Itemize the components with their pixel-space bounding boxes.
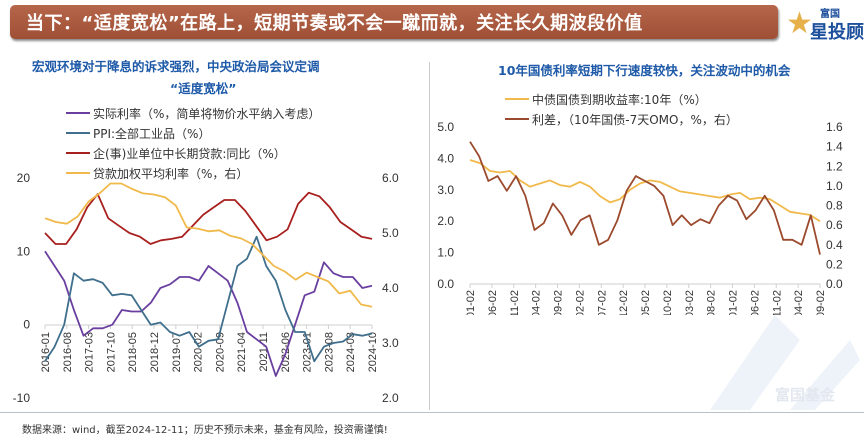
legend-label: 实际利率（%，简单将物价水平纳入考虑） — [93, 106, 321, 121]
legend-label: 中债国债到期收益率:10年（%） — [532, 92, 707, 107]
watermark-logo: 富国基金 — [710, 315, 860, 410]
panel-divider — [429, 62, 430, 410]
legend-label: 利差，（10年国债-7天OMO，%，右） — [532, 112, 738, 127]
legend-swatch — [66, 172, 90, 174]
y-right-tick-label: 0.4 — [826, 238, 843, 252]
y-left-tick-label: 2.0 — [437, 214, 454, 228]
y-left-tick-label: 20 — [17, 171, 31, 185]
series-line-0 — [44, 250, 373, 377]
x-tick-label: 2017-10 — [105, 332, 117, 372]
x-tick-label: 2019-04-02 — [531, 290, 543, 315]
x-tick-label: 2023-01 — [302, 332, 314, 372]
x-tick-label: 2020-02-02 — [574, 290, 586, 315]
left-chart-title: 宏观环境对于降息的诉求强烈，中央政治局会议定调 — [32, 59, 320, 74]
right-legend: 中债国债到期收益率:10年（%） 利差，（10年国债-7天OMO，%，右） — [505, 89, 738, 129]
footnote: 数据来源：wind，截至2024-12-11；历史不预示未来，基金有风险，投资需… — [22, 425, 388, 436]
title-banner: 当下：“适度宽松”在路上，短期节奏或不会一蹴而就，关注长久期波段价值 — [10, 5, 778, 39]
legend-item: 利差，（10年国债-7天OMO，%，右） — [505, 109, 738, 129]
x-tick-label: 2022-08-02 — [706, 290, 718, 315]
y-right-tick-label: 1.0 — [826, 179, 843, 193]
legend-item: 实际利率（%，简单将物价水平纳入考虑） — [66, 103, 320, 123]
legend-swatch — [505, 118, 529, 120]
series-line-3 — [44, 182, 373, 308]
x-tick-label: 2024-03 — [345, 332, 357, 372]
y-right-tick-label: 0.6 — [826, 218, 843, 232]
x-tick-label: 2023-08 — [323, 332, 335, 372]
x-tick-label: 2018-12 — [149, 332, 161, 372]
logo-text-bottom: 星投顾 — [810, 22, 864, 43]
legend-swatch — [66, 112, 90, 114]
x-tick-label: 2019-07 — [171, 332, 183, 372]
x-tick-label: 2016-08 — [62, 332, 74, 372]
y-left-tick-label: 4.0 — [437, 151, 454, 165]
y-right-tick-label: 1.2 — [826, 159, 843, 173]
y-right-tick-label: 0.2 — [826, 257, 843, 271]
legend-label: PPI:全部工业品（%） — [93, 126, 211, 141]
bottom-rule — [0, 412, 864, 413]
legend-label: 贷款加权平均利率（%，右） — [93, 166, 249, 181]
y-left-tick-label: 5.0 — [437, 120, 454, 134]
left-chart: 20 10 0 -10 6.0 5.0 4.0 3.0 2.0 2016-01 2016-08 201… — [13, 171, 399, 405]
y-right-tick-label: 4.0 — [382, 281, 399, 295]
series-line-1 — [44, 235, 373, 363]
y-right-tick-label: 1.6 — [826, 120, 843, 134]
x-tick-label: 2020-02 — [193, 332, 205, 372]
x-tick-label: 2021-04 — [236, 332, 248, 372]
left-chart-subtitle: “适度宽松” — [170, 81, 237, 96]
x-tick-label: 2024-09-02 — [815, 290, 827, 315]
x-tick-label: 2019-09-02 — [553, 290, 565, 315]
y-right-tick-label: 0.8 — [826, 199, 843, 213]
y-right-tick-label: 2.0 — [382, 391, 399, 405]
right-chart-title: 10年国债利率短期下行速度较快，关注波动中的机会 — [498, 63, 791, 78]
x-tick-label: 2018-11-02 — [509, 290, 521, 315]
x-tick-label: 2020-12-02 — [618, 290, 630, 315]
series-line-1 — [469, 141, 821, 255]
legend-item: 企(事)业单位中长期贷款:同比（%） — [66, 143, 320, 163]
y-right-tick-label: 0.0 — [826, 277, 843, 291]
page-title: 当下：“适度宽松”在路上，短期节奏或不会一蹴而就，关注长久期波段价值 — [26, 13, 643, 34]
x-tick-label: 2023-01-02 — [728, 290, 740, 315]
y-right-tick-label: 1.4 — [826, 140, 843, 154]
series-line-2 — [44, 191, 373, 245]
legend-item: 中债国债到期收益率:10年（%） — [505, 89, 738, 109]
x-tick-label: 2016-01 — [40, 332, 52, 372]
x-tick-label: 2024-10 — [367, 332, 379, 372]
y-left-tick-label: 0 — [23, 318, 30, 332]
y-left-tick-label: 10 — [17, 244, 31, 258]
brand-logo: ★ 富国 星投顾 — [786, 3, 864, 44]
x-tick-label: 2018-06-02 — [487, 290, 499, 315]
x-tick-label: 2024-04-02 — [793, 290, 805, 315]
x-tick-label: 2018-01-02 — [465, 290, 477, 315]
legend-item: PPI:全部工业品（%） — [66, 123, 320, 143]
x-tick-label: 2020-07-02 — [596, 290, 608, 315]
x-tick-label: 2023-06-02 — [749, 290, 761, 315]
right-chart: 5.0 4.0 3.0 2.0 1.0 0.0 1.6 1.4 1.2 1.0 0.8 0.6 0.4 0… — [437, 120, 843, 315]
x-tick-label: 2018-05 — [127, 332, 139, 372]
legend-swatch — [66, 152, 90, 154]
y-right-tick-label: 5.0 — [382, 226, 399, 240]
logo-text-top: 富国 — [820, 9, 840, 20]
x-tick-label: 2021-10-02 — [662, 290, 674, 315]
legend-swatch — [66, 132, 90, 134]
x-tick-label: 2021-05-02 — [640, 290, 652, 315]
star-icon: ★ — [786, 6, 813, 41]
y-right-tick-label: 6.0 — [382, 171, 399, 185]
x-tick-label: 2020-09 — [214, 332, 226, 372]
y-left-tick-label: 3.0 — [437, 183, 454, 197]
y-left-tick-label: 0.0 — [437, 277, 454, 291]
x-tick-label: 2023-11-02 — [771, 290, 783, 315]
legend-item: 贷款加权平均利率（%，右） — [66, 163, 320, 183]
legend-label: 企(事)业单位中长期贷款:同比（%） — [93, 146, 286, 161]
y-left-tick-label: -10 — [13, 391, 31, 405]
left-legend: 实际利率（%，简单将物价水平纳入考虑） PPI:全部工业品（%） 企(事)业单位… — [66, 103, 320, 183]
watermark-text: 富国基金 — [775, 386, 836, 404]
y-left-tick-label: 1.0 — [437, 246, 454, 260]
y-right-tick-label: 3.0 — [382, 336, 399, 350]
x-tick-label: 2022-03-02 — [684, 290, 696, 315]
x-tick-label: 2017-03 — [84, 332, 96, 372]
legend-swatch — [505, 98, 529, 100]
